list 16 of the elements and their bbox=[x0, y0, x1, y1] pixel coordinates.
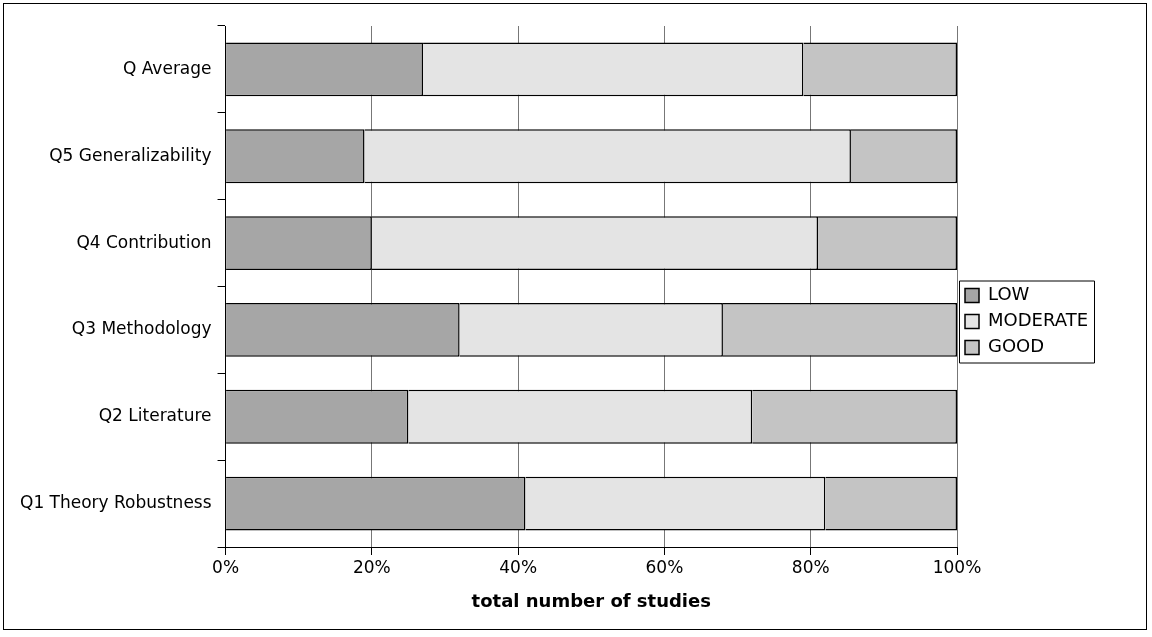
y-tick-label: Q Average bbox=[122, 57, 212, 78]
legend-label: MODERATE bbox=[988, 309, 1089, 331]
y-tick-label: Q1 Theory Robustness bbox=[19, 492, 212, 513]
x-tick-label: 80% bbox=[791, 556, 830, 577]
x-tick-label: 20% bbox=[352, 556, 391, 577]
x-tick-label: 100% bbox=[932, 556, 982, 577]
legend-label: GOOD bbox=[988, 335, 1045, 357]
legend-label: LOW bbox=[988, 283, 1030, 305]
y-tick-label: Q2 Literature bbox=[98, 405, 212, 426]
x-tick-label: 60% bbox=[645, 556, 684, 577]
x-tick-label: 40% bbox=[499, 556, 538, 577]
x-tick-label: 0% bbox=[212, 556, 240, 577]
y-tick-label: Q3 Methodology bbox=[71, 318, 212, 339]
y-tick-label: Q4 Contribution bbox=[76, 231, 212, 252]
x-axis-title: total number of studies bbox=[471, 589, 711, 611]
y-tick-label: Q5 Generalizability bbox=[49, 144, 212, 165]
